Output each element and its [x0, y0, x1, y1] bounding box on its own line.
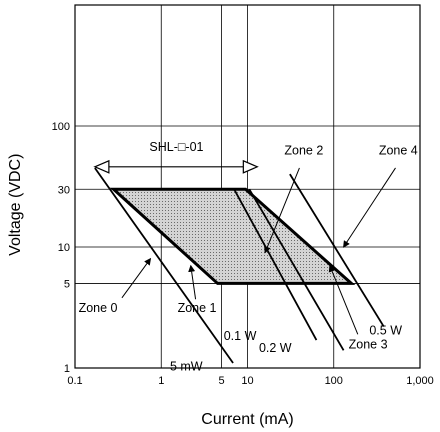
- zone-label-zone-1: Zone 1: [178, 301, 217, 315]
- power-line-label-5-mw: 5 mW: [170, 360, 203, 374]
- zone-annotations: Zone 0 Zone 1 Zone 2 Zone 3 Zone 4: [79, 144, 418, 352]
- x-tick-label-1: 1: [158, 375, 164, 387]
- zone-arrow-zone-1: [188, 264, 197, 300]
- power-line-label-0-5-w: 0.5 W: [369, 323, 402, 337]
- zone-arrow-zone-0: [121, 257, 152, 299]
- y-axis-title: Voltage (VDC): [7, 154, 24, 256]
- series-label-shl: SHL-□-01: [149, 140, 203, 154]
- power-line-0-2-w: [248, 188, 345, 351]
- y-tick-label-30: 30: [58, 184, 70, 196]
- power-line-label-0-2-w: 0.2 W: [259, 341, 292, 355]
- operating-region: [109, 187, 356, 285]
- power-line-0-1-w: [233, 188, 318, 341]
- y-tick-labels: 1 5 10 30 100: [52, 121, 70, 375]
- x-tick-label-100: 100: [325, 375, 343, 387]
- x-tick-labels: 0.1 1 5 10 100 1,000: [67, 375, 433, 387]
- y-tick-label-100: 100: [52, 121, 70, 133]
- power-line-0-5-w: [289, 173, 385, 328]
- zone-arrow-zone-3: [328, 264, 359, 335]
- x-tick-label-1-000: 1,000: [406, 375, 434, 387]
- zone-label-zone-4: Zone 4: [379, 144, 418, 158]
- y-tick-label-5: 5: [64, 278, 70, 290]
- grid: [74, 5, 421, 369]
- power-line-label-0-1-w: 0.1 W: [224, 329, 257, 343]
- power-lines: 5 mW 0.1 W0.2 W 0.5 W: [94, 167, 402, 374]
- range-arrow-left-head: [93, 159, 110, 174]
- x-tick-label-10: 10: [241, 375, 253, 387]
- power-line-5-mw: [94, 167, 234, 364]
- zone-label-zone-0: Zone 0: [79, 301, 118, 315]
- zone-arrow-zone-2: [264, 167, 300, 254]
- zone-label-zone-3: Zone 3: [349, 337, 388, 351]
- zone-label-zone-2: Zone 2: [284, 144, 323, 158]
- range-arrow-right-head: [242, 159, 259, 174]
- operating-region-polygon: [109, 187, 356, 285]
- x-axis-title: Current (mA): [201, 411, 293, 428]
- y-tick-label-1: 1: [64, 363, 70, 375]
- range-double-arrow: [93, 159, 259, 174]
- x-tick-label-5: 5: [218, 375, 224, 387]
- plot-frame: [74, 4, 421, 369]
- zone-arrow-zone-4: [343, 167, 396, 248]
- y-tick-label-10: 10: [58, 242, 70, 254]
- x-tick-label-0-1: 0.1: [67, 375, 82, 387]
